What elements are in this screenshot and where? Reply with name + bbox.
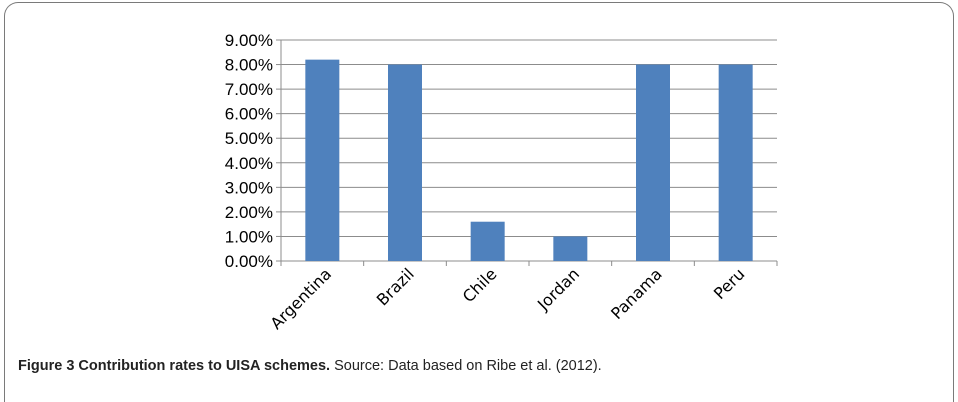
y-tick-label: 2.00% xyxy=(225,203,273,222)
y-tick-label: 8.00% xyxy=(225,56,273,75)
x-tick-label: Panama xyxy=(607,264,666,323)
bar-chart: 0.00% 1.00% 2.00% 3.00% 4.00% 5.00% 6.00% 7.00%… xyxy=(225,31,778,333)
figure-frame xyxy=(4,2,954,402)
bar-panama xyxy=(636,64,670,261)
y-tick-label: 6.00% xyxy=(225,105,273,124)
y-tick-label: 7.00% xyxy=(225,80,273,99)
x-tick-label: Jordan xyxy=(533,264,583,314)
caption-label: Figure 3 Contribution rates to UISA sche… xyxy=(18,358,331,374)
y-tick-label: 9.00% xyxy=(225,31,273,50)
bar-argentina xyxy=(305,59,340,262)
x-tick-label: Argentina xyxy=(267,264,336,333)
y-tick-label: 0.00% xyxy=(225,252,273,271)
bar-jordan xyxy=(553,236,588,261)
y-tick-label: 5.00% xyxy=(225,129,273,148)
y-tick-label: 1.00% xyxy=(225,227,273,246)
y-tick-label: 4.00% xyxy=(225,154,273,173)
bar-peru xyxy=(718,64,753,261)
y-tick-label: 3.00% xyxy=(225,178,273,197)
bar-chile xyxy=(470,221,505,261)
x-tick-label: Peru xyxy=(710,264,749,303)
x-tick-label: Chile xyxy=(459,264,501,306)
bar-brazil xyxy=(388,64,422,261)
x-tick-label: Brazil xyxy=(373,264,418,309)
caption-text: Source: Data based on Ribe et al. (2012)… xyxy=(330,358,602,374)
figure-caption: Figure 3 Contribution rates to UISA sche… xyxy=(18,358,602,374)
